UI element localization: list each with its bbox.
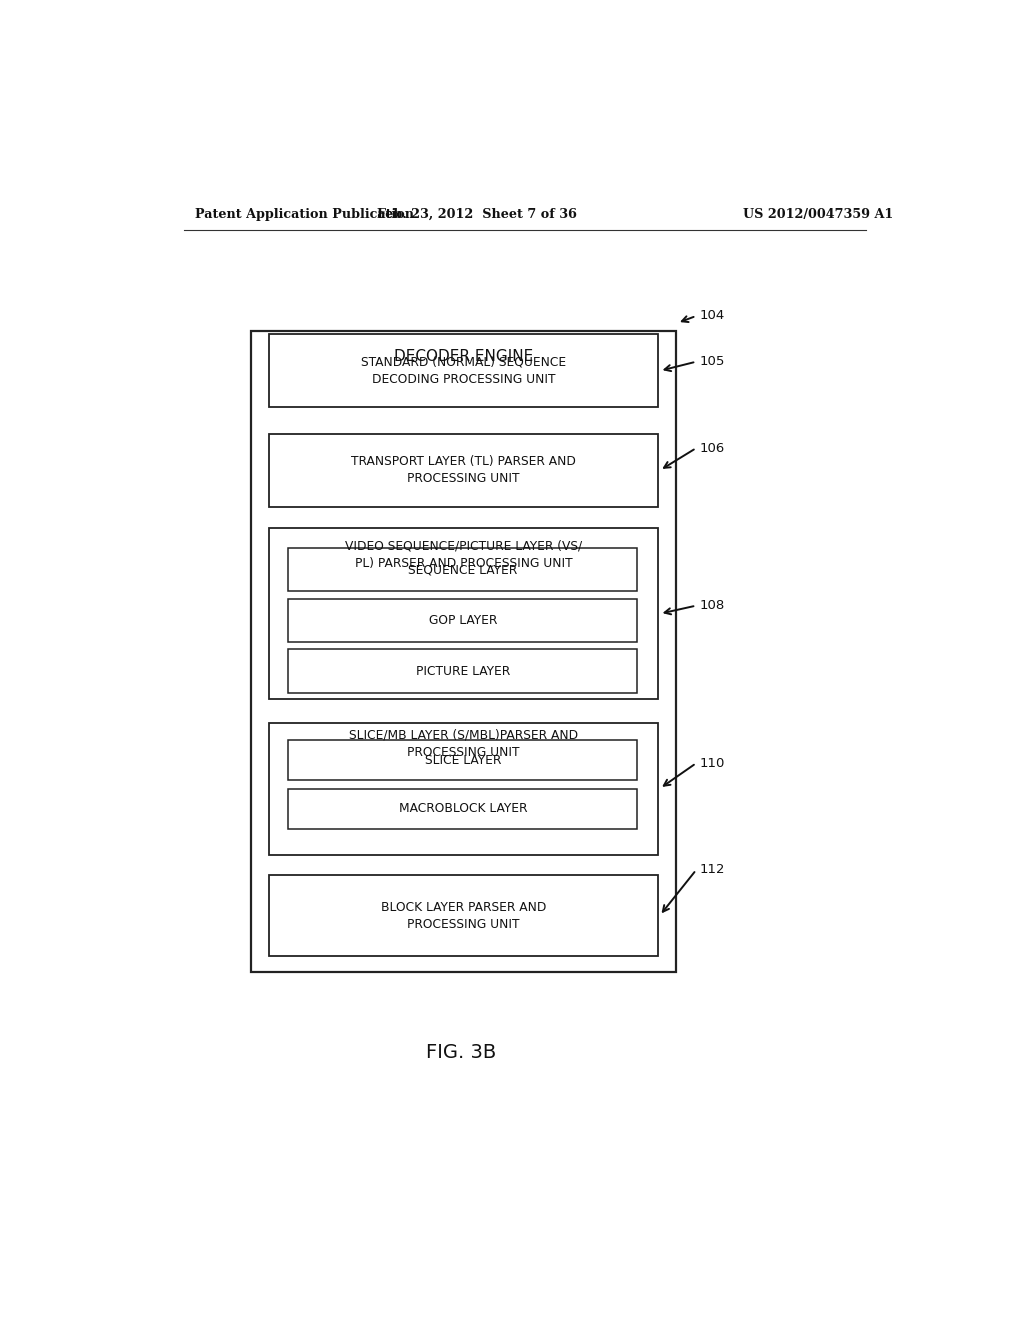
Text: 105: 105 (699, 355, 725, 368)
Text: BLOCK LAYER PARSER AND
PROCESSING UNIT: BLOCK LAYER PARSER AND PROCESSING UNIT (381, 900, 547, 931)
Bar (289, 788, 638, 829)
Text: 104: 104 (699, 309, 725, 322)
Bar (289, 739, 638, 780)
Bar (269, 722, 658, 854)
Text: DECODER ENGINE: DECODER ENGINE (393, 348, 532, 364)
Text: FIG. 3B: FIG. 3B (426, 1043, 497, 1063)
Text: STANDARD (NORMAL) SEQUENCE
DECODING PROCESSING UNIT: STANDARD (NORMAL) SEQUENCE DECODING PROC… (361, 356, 566, 385)
Bar (289, 649, 638, 693)
Text: SLICE LAYER: SLICE LAYER (425, 754, 501, 767)
Text: 112: 112 (699, 863, 725, 876)
Text: SLICE/MB LAYER (S/MBL)PARSER AND
PROCESSING UNIT: SLICE/MB LAYER (S/MBL)PARSER AND PROCESS… (349, 729, 579, 759)
Text: 106: 106 (699, 442, 725, 454)
Bar (289, 548, 638, 591)
Bar (269, 434, 658, 507)
Bar (269, 334, 658, 408)
Text: 108: 108 (699, 599, 725, 612)
Text: TRANSPORT LAYER (TL) PARSER AND
PROCESSING UNIT: TRANSPORT LAYER (TL) PARSER AND PROCESSI… (351, 455, 577, 486)
Bar (251, 331, 676, 972)
Text: Patent Application Publication: Patent Application Publication (196, 207, 415, 220)
Text: GOP LAYER: GOP LAYER (429, 614, 497, 627)
Text: VIDEO SEQUENCE/PICTURE LAYER (VS/
PL) PARSER AND PROCESSING UNIT: VIDEO SEQUENCE/PICTURE LAYER (VS/ PL) PA… (345, 540, 583, 570)
Text: US 2012/0047359 A1: US 2012/0047359 A1 (743, 207, 894, 220)
Bar (289, 598, 638, 643)
Text: Feb. 23, 2012  Sheet 7 of 36: Feb. 23, 2012 Sheet 7 of 36 (377, 207, 578, 220)
Bar (269, 875, 658, 956)
Text: SEQUENCE LAYER: SEQUENCE LAYER (409, 564, 517, 576)
Text: MACROBLOCK LAYER: MACROBLOCK LAYER (398, 803, 527, 816)
Text: PICTURE LAYER: PICTURE LAYER (416, 665, 510, 677)
Bar (269, 528, 658, 700)
Text: 110: 110 (699, 756, 725, 770)
